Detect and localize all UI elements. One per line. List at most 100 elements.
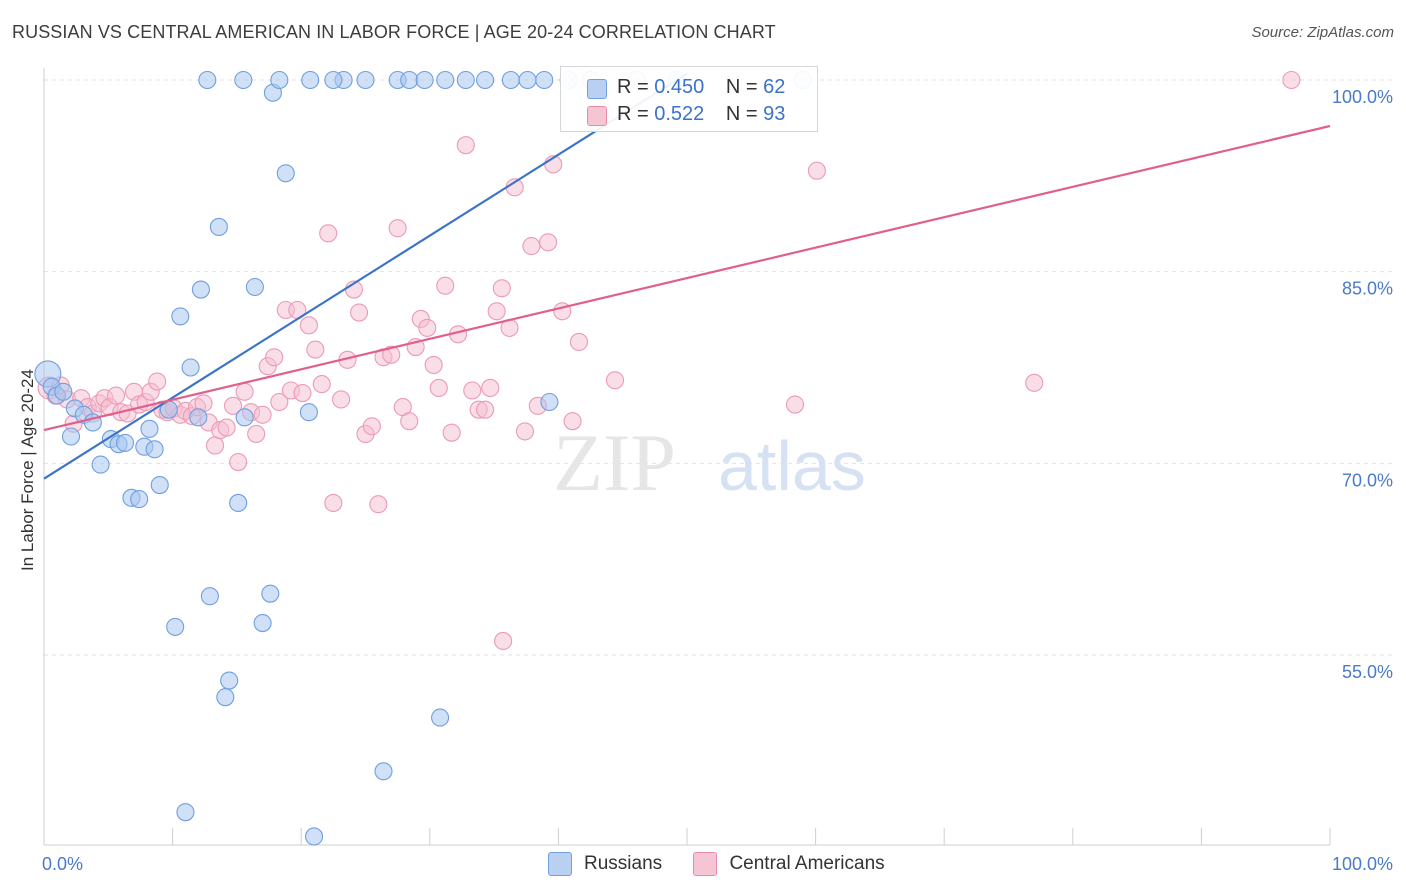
russians-point <box>415 70 434 90</box>
russians-point <box>431 708 450 727</box>
legend-r-value-russians: 0.450 <box>654 76 705 98</box>
legend-n-value-central-americans: 93 <box>763 103 786 125</box>
russians-point <box>216 688 235 707</box>
y-tick-label: 70.0% <box>1342 470 1393 490</box>
russians-point <box>130 490 149 509</box>
central-americans-point <box>515 422 535 441</box>
legend-label-central-americans: Central Americans <box>729 853 885 874</box>
russians-point <box>400 70 419 90</box>
central-americans-point <box>319 224 338 243</box>
central-americans-point <box>382 345 401 364</box>
russians-point <box>229 493 248 512</box>
central-americans-point <box>299 316 318 335</box>
central-americans-point <box>429 378 448 397</box>
russians-point <box>198 70 217 90</box>
russians-point <box>374 762 393 781</box>
legend-swatch-central-americans <box>587 106 607 126</box>
central-americans-point <box>1282 70 1301 90</box>
central-americans-point <box>350 303 369 322</box>
chart-title: RUSSIAN VS CENTRAL AMERICAN IN LABOR FOR… <box>12 22 776 42</box>
russians-point <box>234 70 253 90</box>
legend-r-label: R = <box>617 103 649 125</box>
russians-point <box>501 70 520 90</box>
russians-point <box>276 164 295 183</box>
russians-point <box>189 408 208 427</box>
russians-point <box>191 280 210 299</box>
central-americans-point <box>293 384 312 403</box>
russians-points <box>34 70 812 846</box>
central-americans-point <box>442 423 461 442</box>
russians-point <box>91 455 110 474</box>
central-americans-point <box>563 412 582 431</box>
legend-item-central-americans: Central Americans <box>693 852 885 876</box>
russians-point <box>145 440 164 459</box>
central-americans-point <box>223 396 243 415</box>
central-americans-point <box>253 405 272 424</box>
central-americans-point <box>332 390 351 409</box>
legend-swatch-russians <box>587 79 607 99</box>
legend-n-label: N = <box>725 76 758 98</box>
legend-swatch-russians <box>548 852 572 876</box>
central-americans-point <box>418 318 437 337</box>
russians-point <box>61 427 81 446</box>
central-americans-point <box>492 279 511 298</box>
central-americans-points <box>37 70 1301 650</box>
central-americans-point <box>324 493 343 512</box>
central-americans-point <box>270 392 289 412</box>
central-americans-point <box>569 332 589 351</box>
russians-point <box>140 419 159 438</box>
watermark-atlas: atlas <box>718 427 866 505</box>
central-americans-point <box>463 381 482 400</box>
russians-point <box>436 70 455 90</box>
central-americans-point <box>456 136 475 155</box>
central-americans-point <box>306 340 325 359</box>
central-americans-trend-line <box>43 124 1331 432</box>
legend-n-label: N = <box>725 103 758 125</box>
x-tick-label: 100.0% <box>1332 854 1393 874</box>
russians-point <box>299 403 318 422</box>
central-americans-point <box>807 161 826 180</box>
russians-trend-line <box>43 72 688 480</box>
russians-point <box>150 476 169 495</box>
axes <box>43 68 1331 846</box>
russians-point <box>200 587 219 606</box>
y-tick-label: 100.0% <box>1332 87 1393 107</box>
central-americans-point <box>388 219 407 238</box>
central-americans-point <box>476 400 495 419</box>
legend-row-russians: R = 0.450 N = 62 <box>587 76 786 99</box>
russians-point <box>456 70 475 90</box>
russians-point <box>270 70 289 90</box>
watermark: ZIP atlas <box>553 417 866 508</box>
central-americans-point <box>217 418 236 437</box>
central-americans-point <box>539 233 558 252</box>
y-axis-label: In Labor Force | Age 20-24 <box>18 369 37 571</box>
russians-point <box>476 70 495 90</box>
central-americans-point <box>148 372 167 391</box>
central-americans-point <box>400 412 419 431</box>
trend-lines <box>43 72 1331 480</box>
x-tick-label: 0.0% <box>42 854 83 874</box>
russians-point <box>518 70 537 90</box>
central-americans-point <box>265 348 284 367</box>
russians-point <box>54 382 73 401</box>
y-tick-label: 55.0% <box>1342 662 1393 682</box>
source-label: Source: ZipAtlas.com <box>1251 24 1394 41</box>
central-americans-point <box>229 453 248 472</box>
central-americans-point <box>424 355 443 374</box>
russians-point <box>176 803 195 822</box>
central-americans-point <box>522 237 541 256</box>
grid-lines <box>44 79 1394 656</box>
central-americans-point <box>247 424 266 443</box>
central-americans-point <box>1025 373 1044 392</box>
russians-point <box>356 70 375 90</box>
russians-point <box>171 307 190 326</box>
russians-point <box>220 671 239 690</box>
legend-n-value-russians: 62 <box>763 76 786 98</box>
central-americans-point <box>205 436 225 455</box>
series-legend: Russians Central Americans <box>548 852 911 882</box>
central-americans-point <box>494 631 513 650</box>
legend-r-label: R = <box>617 76 649 98</box>
russians-point <box>181 358 200 377</box>
russians-point <box>301 70 320 90</box>
legend-item-russians: Russians <box>548 852 662 876</box>
